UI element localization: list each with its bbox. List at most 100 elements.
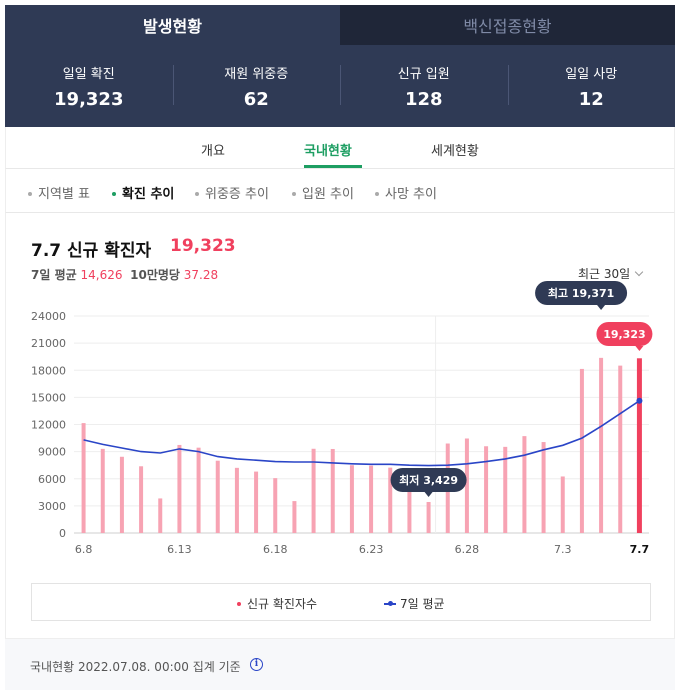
filter-deaths-trend[interactable]: 사망 추이 <box>375 183 437 202</box>
sub-navigation: 개요 국내현황 세계현황 <box>5 127 675 169</box>
info-icon[interactable]: i <box>250 658 263 671</box>
bar <box>254 471 259 533</box>
filter-label: 지역별 표 <box>38 187 90 202</box>
max-callout <box>535 281 628 305</box>
avg-value: 14,626 <box>80 268 123 282</box>
bullet-dot <box>112 191 116 196</box>
y-tick-label: 3000 <box>38 500 66 513</box>
y-tick-label: 9000 <box>38 446 66 459</box>
last-value-callout <box>596 322 653 346</box>
range-dropdown-label: 최근 30일 <box>578 267 631 281</box>
bar <box>464 438 469 533</box>
bar <box>426 501 431 533</box>
chart-filter-bar: 지역별 표 확진 추이 위중증 추이 입원 추이 사망 추이 <box>5 169 675 213</box>
x-tick-label: 7.3 <box>554 543 572 556</box>
y-tick-label: 24000 <box>31 310 66 323</box>
stat-critical: 재원 위중증 62 <box>172 63 341 110</box>
bar <box>311 448 316 533</box>
stat-label: 재원 위중증 <box>224 66 289 82</box>
avg-label: 7일 평균 <box>31 268 77 282</box>
legend-dot-icon <box>237 601 241 606</box>
bar <box>484 446 489 533</box>
cases-chart: 0 3000 6000 9000 12000 15000 18000 21000 24000 6.… <box>31 281 653 556</box>
avg-line <box>83 400 640 467</box>
footer-text: 국내현황 2022.07.08. 00:00 집계 기준 <box>30 660 241 674</box>
main-tabs: 발생현황 백신접종현황 <box>5 5 675 45</box>
filter-label: 위중증 추이 <box>205 187 269 202</box>
range-dropdown[interactable]: 최근 30일 <box>578 265 644 282</box>
bar <box>618 365 623 533</box>
min-callout <box>390 468 467 492</box>
bar <box>158 498 163 533</box>
max-callout-pointer <box>597 305 606 310</box>
bar <box>234 467 239 533</box>
tab-world[interactable]: 세계현황 <box>431 144 479 159</box>
legend-line-series: 7일 평균 <box>384 595 445 612</box>
stat-daily-cases: 일일 확진 19,323 <box>5 63 173 110</box>
y-tick-label: 12000 <box>31 419 66 432</box>
filter-cases-trend[interactable]: 확진 추이 <box>112 183 174 202</box>
bullet-dot <box>375 191 379 196</box>
stat-value: 19,323 <box>54 88 124 110</box>
avg-endpoint <box>636 397 643 404</box>
bar <box>579 368 584 533</box>
bar <box>407 476 412 533</box>
bar <box>599 357 604 533</box>
top-panel: 발생현황 백신접종현황 일일 확진 19,323 재원 위중증 62 신규 입원… <box>5 5 675 127</box>
min-callout-label: 최저 3,429 <box>399 473 458 487</box>
x-tick-label: 6.18 <box>263 543 288 556</box>
x-tick-label: 7.7 <box>630 543 650 556</box>
stat-label: 일일 확진 <box>62 66 115 82</box>
bar <box>388 467 393 533</box>
bar <box>369 465 374 533</box>
filter-label: 사망 추이 <box>385 187 437 202</box>
bar <box>292 501 297 533</box>
per100k-label: 10만명당 <box>130 268 180 282</box>
bar <box>100 448 105 533</box>
filter-hospitalized-trend[interactable]: 입원 추이 <box>292 183 354 202</box>
x-tick-label: 6.23 <box>359 543 384 556</box>
stat-deaths: 일일 사망 12 <box>507 63 676 110</box>
footer: 국내현황 2022.07.08. 00:00 집계 기준 i <box>5 638 675 690</box>
tab-outbreak-status[interactable]: 발생현황 <box>5 5 340 45</box>
chart-subheading: 7일 평균 14,626 10만명당 37.28 <box>31 266 218 283</box>
chart-panel: 7.7 신규 확진자 19,323 7일 평균 14,626 10만명당 37.… <box>5 213 675 638</box>
stat-value: 62 <box>243 88 269 110</box>
bar <box>522 436 527 533</box>
bar <box>119 456 124 533</box>
tab-vaccination-status[interactable]: 백신접종현황 <box>340 5 675 45</box>
chart-heading: 7.7 신규 확진자 <box>31 241 152 261</box>
tab-overview[interactable]: 개요 <box>201 144 225 159</box>
y-tick-label: 18000 <box>31 364 66 377</box>
filter-region-table[interactable]: 지역별 표 <box>28 183 90 202</box>
legend-bar-series: 신규 확진자수 <box>237 595 317 612</box>
x-tick-label: 6.28 <box>455 543 480 556</box>
filter-critical-trend[interactable]: 위중증 추이 <box>195 183 269 202</box>
bar <box>541 442 546 533</box>
y-tick-label: 21000 <box>31 337 66 350</box>
bar <box>330 448 335 533</box>
bar <box>349 465 354 533</box>
bar <box>273 478 278 533</box>
legend-label: 7일 평균 <box>400 597 445 611</box>
x-tick-label: 6.13 <box>167 543 192 556</box>
bullet-dot <box>28 191 32 196</box>
bar <box>81 423 86 533</box>
min-callout-pointer <box>424 492 433 497</box>
x-tick-label: 6.8 <box>75 543 93 556</box>
bar <box>636 358 642 533</box>
max-callout-label: 최고 19,371 <box>548 286 615 300</box>
stat-value: 128 <box>404 88 443 110</box>
summary-stats: 일일 확진 19,323 재원 위중증 62 신규 입원 128 일일 사망 1… <box>5 45 675 127</box>
stat-hospitalized: 신규 입원 128 <box>340 63 508 110</box>
bar <box>196 447 201 533</box>
bullet-dot <box>195 191 199 196</box>
filter-label: 확진 추이 <box>122 187 175 202</box>
legend-line-icon <box>384 600 396 606</box>
chart-legend: 신규 확진자수 7일 평균 <box>31 583 651 621</box>
bar <box>560 476 565 533</box>
per100k-value: 37.28 <box>183 268 219 282</box>
tab-domestic[interactable]: 국내현황 <box>304 144 352 159</box>
stat-label: 신규 입원 <box>397 66 450 82</box>
stat-value: 12 <box>578 88 604 110</box>
